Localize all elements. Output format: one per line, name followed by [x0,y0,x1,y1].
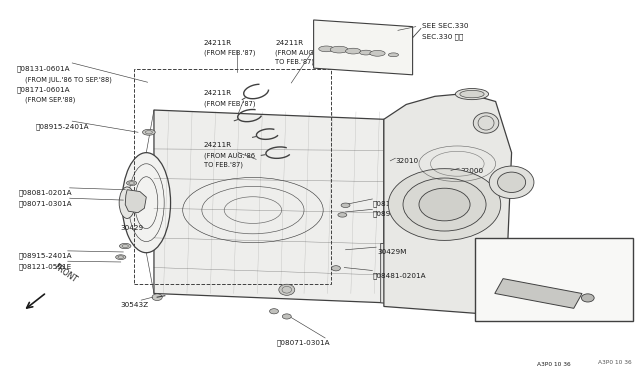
Text: TO FEB.'87): TO FEB.'87) [275,59,314,65]
Text: 24211R: 24211R [204,142,232,148]
Ellipse shape [119,187,135,218]
Text: TO FEB.'87): TO FEB.'87) [204,162,243,169]
Ellipse shape [360,50,372,55]
Ellipse shape [497,172,525,192]
Text: Ⓦ08915-2401A: Ⓦ08915-2401A [19,253,72,259]
Polygon shape [314,20,413,75]
Text: A3P0 10 36: A3P0 10 36 [598,360,632,365]
Ellipse shape [489,166,534,199]
Ellipse shape [120,243,131,249]
Text: Ⓑ08071-0301A: Ⓑ08071-0301A [19,200,72,207]
Ellipse shape [456,89,488,100]
Ellipse shape [403,178,486,231]
Ellipse shape [116,255,126,260]
Text: Ⓑ08131-0651A: Ⓑ08131-0651A [372,200,426,207]
Polygon shape [125,190,147,213]
Ellipse shape [370,51,385,56]
Text: SEE SEC.330: SEE SEC.330 [422,23,468,29]
Ellipse shape [419,188,470,221]
Ellipse shape [127,181,137,185]
Text: Ⓑ08081-0201A: Ⓑ08081-0201A [19,190,72,196]
Ellipse shape [388,169,500,240]
Polygon shape [381,243,416,305]
Polygon shape [384,93,511,314]
Ellipse shape [581,294,594,302]
Text: Ⓑ08071-0301A: Ⓑ08071-0301A [276,340,330,346]
Ellipse shape [498,257,512,271]
Polygon shape [154,110,384,303]
Ellipse shape [473,113,499,133]
Polygon shape [495,279,582,308]
Text: 30543Z: 30543Z [121,302,149,308]
Text: 30429M: 30429M [378,249,407,255]
Text: (FROM AUG.'86: (FROM AUG.'86 [275,49,326,56]
Ellipse shape [388,53,399,57]
Text: 24211R: 24211R [204,90,232,96]
Text: (FROM FEB.'87): (FROM FEB.'87) [204,101,255,107]
Ellipse shape [282,314,291,319]
Text: 24211R: 24211R [275,39,303,46]
Text: Ⓑ08131-0601A: Ⓑ08131-0601A [17,65,70,72]
Text: 30429: 30429 [121,225,144,231]
Ellipse shape [269,309,278,314]
Ellipse shape [143,129,156,135]
Ellipse shape [152,294,163,301]
Ellipse shape [341,203,350,208]
Text: Ⓦ08915-2401A: Ⓦ08915-2401A [372,211,426,217]
Ellipse shape [338,213,347,217]
Ellipse shape [122,153,171,253]
Text: (FROM AUG.'86: (FROM AUG.'86 [204,153,255,159]
Text: 32010: 32010 [396,158,419,164]
Text: C2118: C2118 [518,285,542,294]
Text: (FROM JUL.'86 TO SEP.'88): (FROM JUL.'86 TO SEP.'88) [25,77,112,83]
Bar [134,69,332,284]
Text: (FROM FEB.'87): (FROM FEB.'87) [204,49,255,56]
Text: FRONT: FRONT [52,263,78,285]
Bar [474,238,633,321]
Ellipse shape [460,90,484,98]
Text: A3P0 10 36: A3P0 10 36 [537,362,571,367]
Text: Ⓑ08171-0601A: Ⓑ08171-0601A [17,86,70,93]
Ellipse shape [319,46,334,52]
Text: Ⓦ08915-2401A: Ⓦ08915-2401A [36,123,90,129]
Text: (FROM SEP.'88): (FROM SEP.'88) [25,96,76,103]
Text: 24211R: 24211R [204,39,232,46]
Ellipse shape [330,46,348,53]
Text: Ⓑ08481-0201A: Ⓑ08481-0201A [372,272,426,279]
Ellipse shape [332,266,340,271]
Ellipse shape [346,48,361,54]
Text: 32000: 32000 [461,168,484,174]
Text: SEC.330 参照: SEC.330 参照 [422,33,463,40]
Ellipse shape [279,284,295,295]
Text: Ⓑ08121-0551E: Ⓑ08121-0551E [19,263,72,270]
